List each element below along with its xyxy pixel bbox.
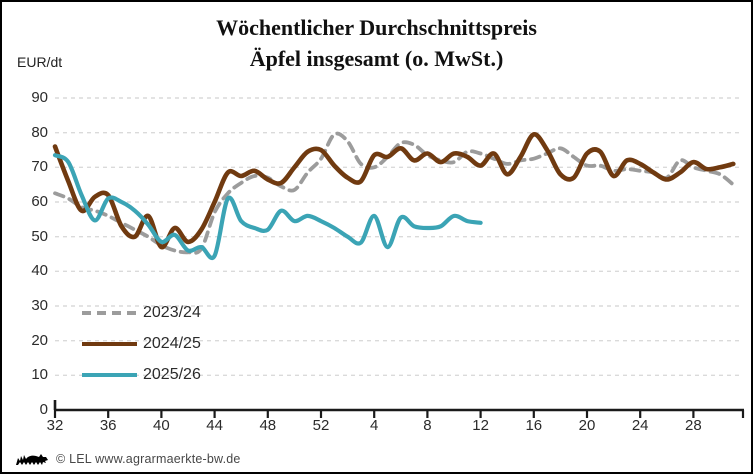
chart-title-line1: Wöchentlicher Durchschnittspreis xyxy=(216,15,537,40)
legend: 2023/24 2024/25 2025/26 xyxy=(82,297,201,390)
legend-swatch-dashed-gray xyxy=(82,310,137,315)
y-tick-label-50: 50 xyxy=(31,227,48,245)
legend-item-2025-26: 2025/26 xyxy=(82,359,201,390)
legend-label: 2023/24 xyxy=(143,303,201,321)
x-tick-label-8: 8 xyxy=(423,417,432,434)
x-tick-label-20: 20 xyxy=(578,417,596,434)
x-tick-label-12: 12 xyxy=(472,417,489,434)
y-tick-label-90: 90 xyxy=(31,89,48,106)
legend-swatch-solid-brown xyxy=(82,341,137,346)
x-tick-label-4: 4 xyxy=(370,417,379,434)
x-tick-label-32: 32 xyxy=(46,417,64,434)
x-tick-label-28: 28 xyxy=(685,417,702,434)
series-line-2025-26 xyxy=(52,153,483,260)
footer-credit-bar: © LEL www.agrarmaerkte-bw.de xyxy=(15,449,241,469)
x-tick-label-16: 16 xyxy=(525,417,543,434)
legend-label: 2024/25 xyxy=(143,334,201,352)
y-axis-unit-label: EUR/dt xyxy=(17,54,63,70)
y-tick-label-80: 80 xyxy=(31,123,48,141)
x-tick-label-48: 48 xyxy=(259,417,277,434)
baden-wuerttemberg-lion-logo xyxy=(16,454,48,465)
y-tick-label-30: 30 xyxy=(31,297,48,314)
y-tick-label-20: 20 xyxy=(31,331,48,349)
x-tick-label-52: 52 xyxy=(312,417,330,434)
x-tick-label-44: 44 xyxy=(206,417,223,434)
y-tick-label-10: 10 xyxy=(31,366,48,384)
chart-title: Wöchentlicher Durchschnittspreis Äpfel i… xyxy=(2,12,751,74)
y-tick-label-40: 40 xyxy=(31,262,48,280)
legend-swatch-solid-teal xyxy=(82,372,137,377)
y-tick-label-70: 70 xyxy=(31,158,48,176)
chart-title-line2: Äpfel insgesamt (o. MwSt.) xyxy=(249,46,504,71)
legend-label: 2025/26 xyxy=(143,365,201,383)
x-tick-label-40: 40 xyxy=(153,417,170,434)
y-tick-label-0: 0 xyxy=(39,401,48,418)
x-tick-label-36: 36 xyxy=(99,417,117,434)
x-tick-label-24: 24 xyxy=(631,417,649,434)
y-tick-label-60: 60 xyxy=(31,193,48,210)
legend-item-2024-25: 2024/25 xyxy=(82,328,201,359)
credit-text: © LEL www.agrarmaerkte-bw.de xyxy=(56,452,241,466)
legend-item-2023-24: 2023/24 xyxy=(82,297,201,328)
